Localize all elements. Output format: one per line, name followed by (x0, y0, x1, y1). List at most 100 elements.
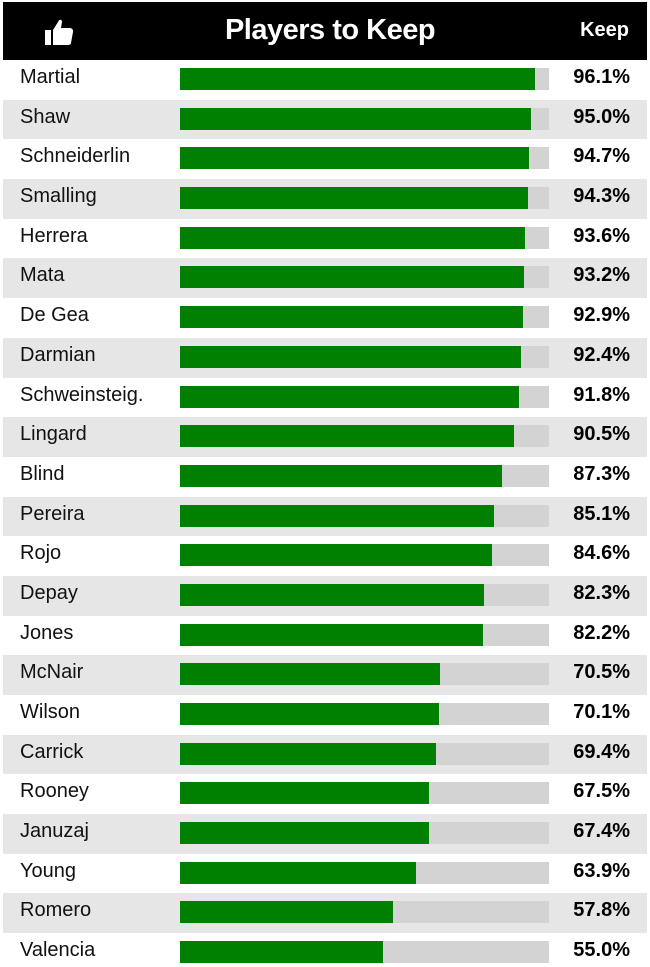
player-name: Shaw (20, 105, 71, 128)
bar-track (180, 861, 549, 884)
bar-row: Young 63.9% (3, 854, 647, 894)
player-name: Romero (20, 899, 92, 922)
bar-track (180, 187, 549, 210)
bar-rows: Martial 96.1% Shaw 95.0% Schneiderlin 94.7% Sm… (3, 60, 647, 967)
keep-percentage: 93.6% (573, 224, 630, 247)
player-name: Smalling (20, 185, 97, 208)
bar (180, 266, 524, 289)
keep-percentage: 96.1% (573, 66, 630, 88)
bar-row: Carrick 69.4% (3, 734, 647, 775)
player-name: McNair (20, 661, 84, 684)
bar (180, 425, 514, 448)
bar (180, 861, 416, 884)
player-name: Schneiderlin (20, 145, 131, 168)
bar-row: Pereira 85.1% (3, 496, 647, 537)
bar-track (180, 68, 549, 90)
bar-track (180, 703, 549, 725)
bar (180, 504, 495, 527)
keep-percentage: 85.1% (573, 502, 630, 525)
bar (180, 544, 493, 567)
bar (180, 822, 429, 845)
bar (180, 385, 519, 408)
bar-track (180, 583, 549, 606)
player-name: De Gea (20, 304, 89, 327)
bar-track (180, 385, 549, 408)
keep-percentage: 69.4% (573, 740, 630, 763)
thumbs-up-icon (45, 19, 74, 45)
bar-row: Schneiderlin 94.7% (3, 139, 647, 179)
bar-row: Romero 57.8% (3, 893, 647, 934)
player-name: Rooney (20, 780, 89, 803)
player-name: Januzaj (20, 820, 89, 843)
bar (180, 345, 521, 368)
bar-row: Jones 82.2% (3, 616, 647, 656)
player-name: Depay (20, 581, 78, 604)
bar (180, 187, 528, 210)
keep-percentage: 92.4% (573, 343, 630, 366)
bar (180, 147, 530, 170)
bar (180, 663, 441, 686)
keep-column-header: Keep (580, 19, 629, 41)
bar (180, 583, 484, 606)
bar-row: Rojo 84.6% (3, 536, 647, 576)
bar-row: Wilson 70.1% (3, 695, 647, 735)
player-name: Schweinsteig. (20, 383, 144, 406)
player-name: Blind (20, 462, 65, 485)
bar-row: Depay 82.3% (3, 575, 647, 616)
keep-percentage: 63.9% (573, 859, 630, 882)
bar-track (180, 623, 549, 646)
bar-row: Rooney 67.5% (3, 774, 647, 814)
keep-percentage: 94.3% (573, 185, 630, 208)
bar (180, 107, 531, 130)
player-name: Mata (20, 264, 65, 287)
bar-track (180, 544, 549, 567)
player-name: Rojo (20, 542, 62, 565)
keep-percentage: 95.0% (573, 105, 630, 128)
bar-row: Mata 93.2% (3, 258, 647, 299)
player-name: Herrera (20, 224, 88, 247)
player-name: Pereira (20, 502, 85, 525)
player-name: Jones (20, 621, 74, 644)
bar-track (180, 742, 549, 765)
player-name: Carrick (20, 740, 84, 763)
bar (180, 464, 503, 487)
keep-percentage: 94.7% (573, 145, 630, 168)
keep-percentage: 84.6% (573, 542, 630, 565)
bar (180, 703, 439, 725)
bar-row: Januzaj 67.4% (3, 814, 647, 854)
bar-track (180, 941, 549, 964)
bar (180, 306, 523, 329)
keep-percentage: 92.9% (573, 304, 630, 327)
player-name: Wilson (20, 701, 81, 723)
keep-percentage: 67.5% (573, 780, 630, 803)
player-name: Lingard (20, 423, 87, 446)
player-name: Valencia (20, 939, 96, 962)
keep-percentage: 93.2% (573, 264, 630, 287)
keep-percentage: 57.8% (573, 899, 630, 922)
bar-row: Schweinsteig. 91.8% (3, 378, 647, 418)
keep-percentage: 70.5% (573, 661, 630, 684)
bar (180, 68, 535, 90)
bar (180, 941, 383, 964)
bar-track (180, 663, 549, 686)
keep-percentage: 55.0% (573, 939, 630, 962)
chart-title: Players to Keep (224, 14, 436, 46)
bar-row: Herrera 93.6% (3, 219, 647, 259)
bar-track (180, 147, 549, 170)
bar-row: McNair 70.5% (3, 655, 647, 695)
bar-track (180, 464, 549, 487)
bar-track (180, 425, 549, 448)
bar-row: Lingard 90.5% (3, 417, 647, 457)
keep-percentage: 91.8% (573, 383, 630, 406)
bar (180, 782, 430, 805)
bar-row: Valencia 55.0% (3, 933, 647, 967)
bar-row: Shaw 95.0% (3, 99, 647, 140)
bar-track (180, 504, 549, 527)
keep-percentage: 90.5% (573, 423, 630, 446)
bar-track (180, 345, 549, 368)
bar-track (180, 901, 549, 924)
bar-row: De Gea 92.9% (3, 298, 647, 338)
bar-track (180, 266, 549, 289)
keep-percentage: 82.2% (573, 621, 630, 644)
bar-row: Darmian 92.4% (3, 337, 647, 378)
